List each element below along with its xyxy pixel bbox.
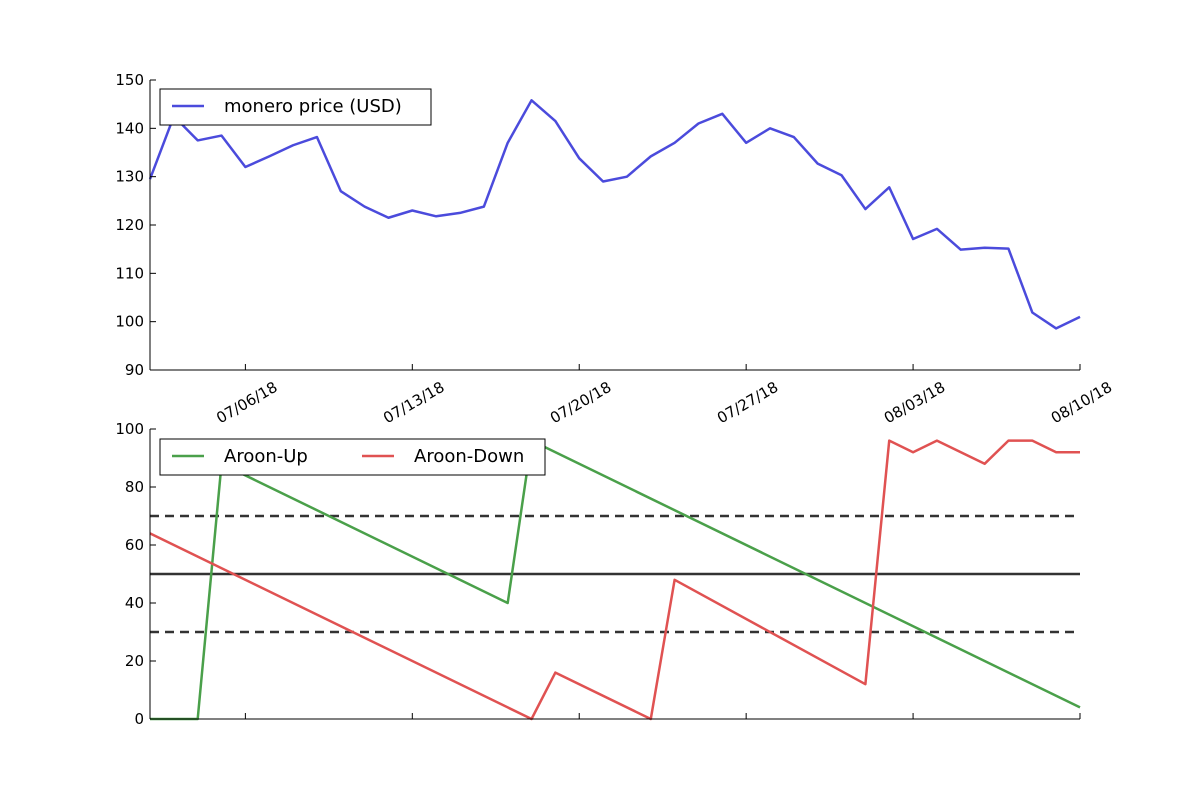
aroon-chart: 0 20 40 60 80 100 Aroon-Up Aroon-Down: [115, 420, 1081, 728]
price-y-tick-label: 100: [115, 313, 144, 331]
aroon-up-legend-label: Aroon-Up: [224, 446, 308, 467]
price-series-layer: [148, 99, 1081, 330]
aroon-y-tick-label: 60: [125, 536, 144, 554]
price-y-tick-label: 130: [115, 168, 144, 186]
aroon-y-tick-label: 0: [134, 710, 144, 728]
price-legend-label: monero price (USD): [224, 96, 402, 117]
price-y-tick-label: 140: [115, 119, 144, 137]
aroon-y-tick-label: 20: [125, 652, 144, 670]
price-legend: monero price (USD): [159, 88, 432, 126]
aroon-down-legend-label: Aroon-Down: [414, 446, 524, 467]
price-y-tick-label: 150: [115, 71, 144, 89]
price-y-tick-label: 110: [115, 264, 144, 282]
aroon-y-tick-label: 40: [125, 594, 144, 612]
aroon-reference-lines: [150, 514, 1080, 634]
price-y-tick-label: 90: [125, 361, 144, 379]
aroon-legend-box: [159, 438, 546, 476]
price-y-ticks: 90 100 110 120 130 140 150: [115, 71, 156, 379]
aroon-series-line-1: [149, 439, 1080, 721]
aroon-y-tick-label: 100: [115, 420, 144, 438]
aroon-y-ticks: 0 20 40 60 80 100: [115, 420, 156, 728]
price-y-tick-label: 120: [115, 216, 144, 234]
price-legend-box: [159, 88, 432, 126]
aroon-legend: Aroon-Up Aroon-Down: [159, 438, 546, 476]
price-series-line-0: [148, 99, 1081, 330]
aroon-y-tick-label: 80: [125, 478, 144, 496]
aroon-axes: [149, 429, 1080, 720]
